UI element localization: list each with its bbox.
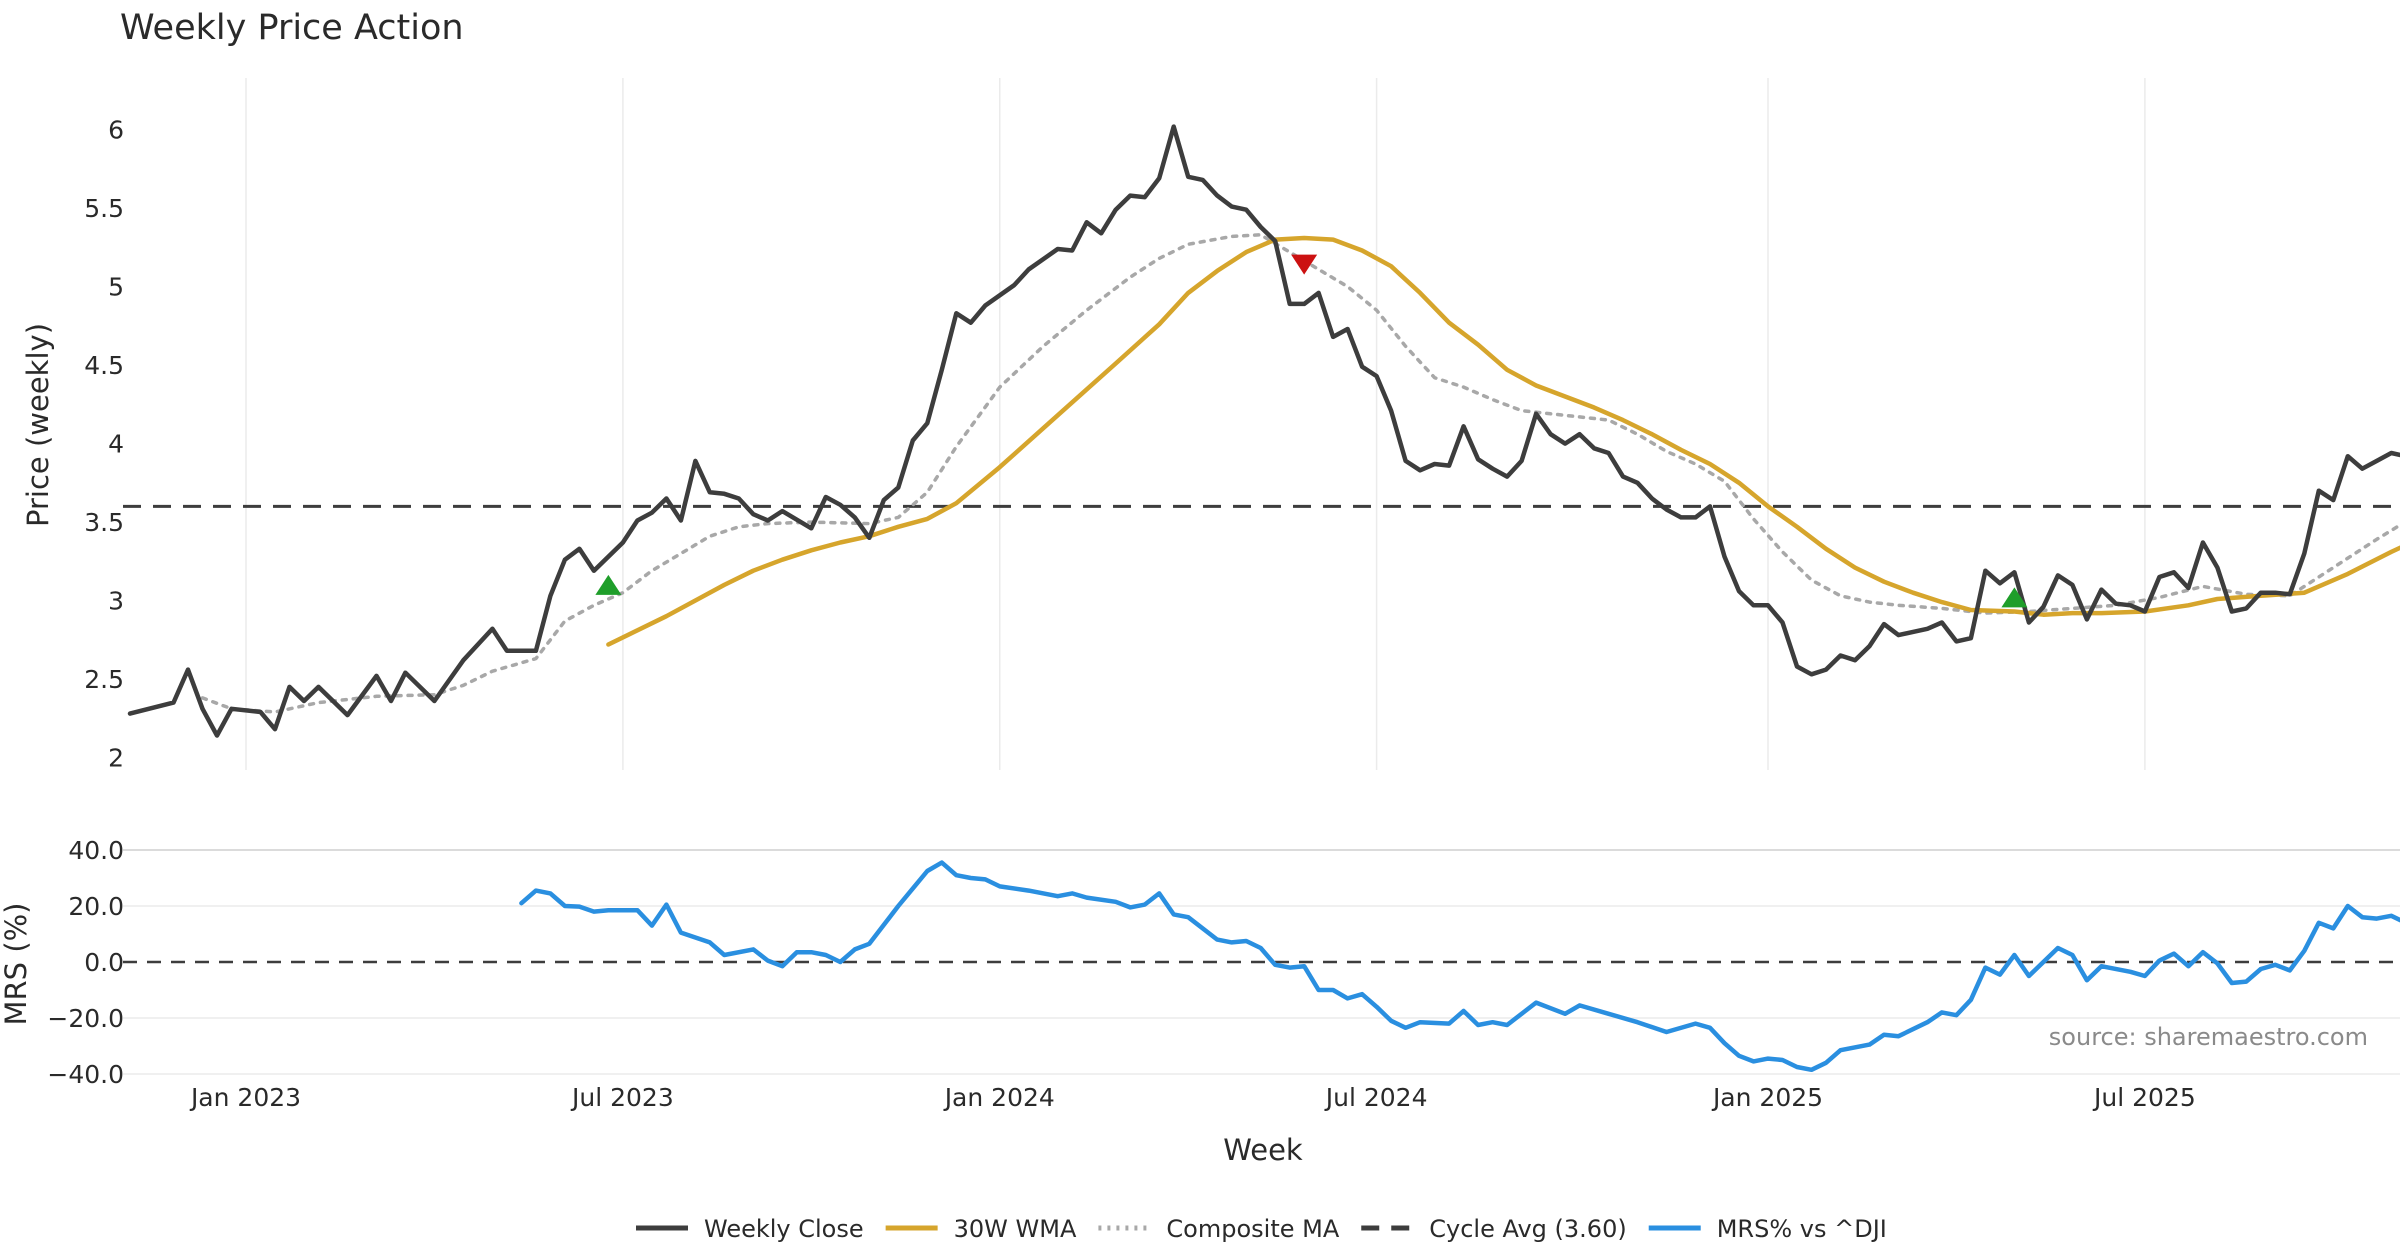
mrs-y-tick-label: −40.0 [47, 1060, 124, 1089]
series-close-line [127, 124, 2400, 738]
price-y-tick-label: 2.5 [84, 665, 124, 694]
x-tick-label: Jan 2025 [1711, 1083, 1823, 1112]
legend-label: Cycle Avg (3.60) [1429, 1215, 1626, 1243]
chart-title: Weekly Price Action [120, 8, 464, 48]
x-axis-title: Week [1223, 1133, 1303, 1167]
mrs-y-tick-label: −20.0 [47, 1004, 124, 1033]
price-y-ticks: 2 2.5 3 3.5 4 4.5 5 5.5 6 [84, 116, 124, 773]
x-tick-label: Jul 2023 [570, 1083, 674, 1112]
x-ticks: Jan 2023 Jul 2023 Jan 2024 Jul 2024 Jan 2025… [189, 1083, 2196, 1112]
price-series [127, 124, 2400, 738]
price-axis-title: Price (weekly) [21, 323, 55, 527]
price-y-tick-label: 4 [108, 430, 124, 459]
legend-label: Composite MA [1166, 1215, 1339, 1243]
signals [595, 254, 2028, 608]
legend-label: Weekly Close [704, 1215, 864, 1243]
series-composite-line [200, 233, 2400, 714]
legend-label: 30W WMA [954, 1215, 1077, 1243]
mrs-y-tick-label: 0.0 [84, 948, 124, 977]
x-tick-label: Jul 2024 [1324, 1083, 1428, 1112]
legend: Weekly Close 30W WMA Composite MA Cycle Avg… [636, 1215, 1887, 1243]
mrs-grid [123, 849, 2400, 1075]
x-tick-label: Jul 2025 [2092, 1083, 2196, 1112]
series-wma-line [606, 235, 2400, 647]
price-y-tick-label: 2 [108, 744, 124, 773]
sell-signal-marker [1291, 254, 1318, 275]
source-label: source: sharemaestro.com [2049, 1023, 2368, 1051]
price-y-tick-label: 6 [108, 116, 124, 145]
price-y-tick-label: 3 [108, 587, 124, 616]
price-y-tick-label: 5 [108, 273, 124, 302]
price-y-tick-label: 4.5 [84, 351, 124, 380]
price-y-tick-label: 5.5 [84, 194, 124, 223]
x-tick-label: Jan 2023 [189, 1083, 301, 1112]
legend-label: MRS% vs ^DJI [1717, 1215, 1887, 1243]
mrs-y-tick-label: 20.0 [68, 892, 124, 921]
mrs-y-ticks: 40.0 20.0 0.0 −20.0 −40.0 [47, 836, 124, 1089]
mrs-axis-title: MRS (%) [0, 903, 33, 1026]
mrs-series [519, 860, 2400, 1073]
price-y-tick-label: 3.5 [84, 508, 124, 537]
price-grid [245, 78, 2146, 770]
x-tick-label: Jan 2024 [943, 1083, 1055, 1112]
mrs-y-tick-label: 40.0 [68, 836, 124, 865]
series-mrs-line [519, 860, 2400, 1073]
buy-signal-marker [2001, 587, 2028, 608]
buy-signal-marker [595, 574, 622, 595]
